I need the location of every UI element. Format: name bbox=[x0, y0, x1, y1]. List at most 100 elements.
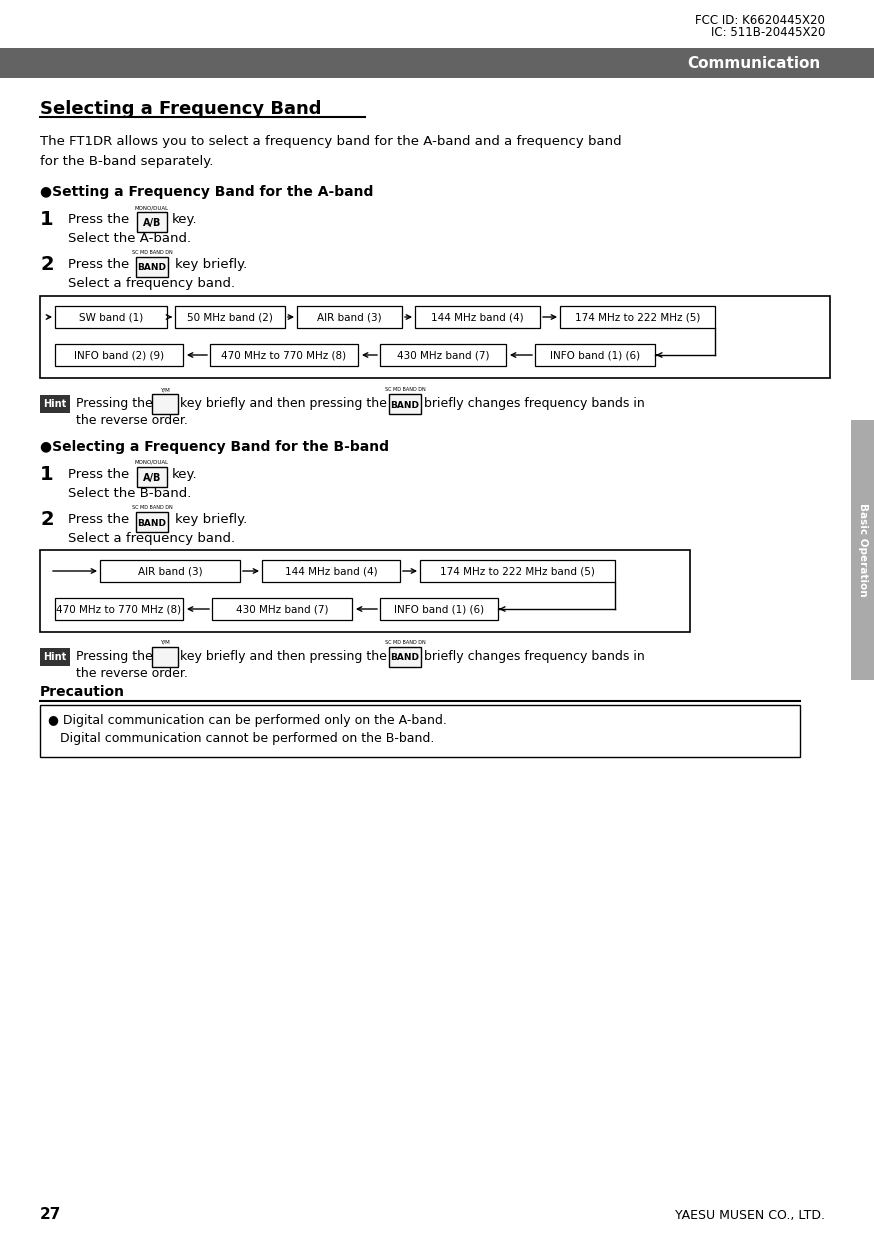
Text: BAND: BAND bbox=[391, 401, 420, 410]
Text: IC: 511B-20445X20: IC: 511B-20445X20 bbox=[711, 26, 825, 38]
Text: Select the B-band.: Select the B-band. bbox=[68, 486, 191, 500]
Text: briefly changes frequency bands in: briefly changes frequency bands in bbox=[424, 650, 645, 663]
Text: Hint: Hint bbox=[44, 400, 66, 410]
Text: 470 MHz to 770 MHz (8): 470 MHz to 770 MHz (8) bbox=[57, 604, 182, 614]
Text: Select a frequency band.: Select a frequency band. bbox=[68, 277, 235, 290]
Text: YAESU MUSEN CO., LTD.: YAESU MUSEN CO., LTD. bbox=[675, 1209, 825, 1222]
Text: SC MD BAND DN: SC MD BAND DN bbox=[385, 387, 426, 392]
Bar bbox=[158, 398, 172, 411]
Text: INFO band (1) (6): INFO band (1) (6) bbox=[394, 604, 484, 614]
Text: FCC ID: K6620445X20: FCC ID: K6620445X20 bbox=[695, 14, 825, 27]
Text: key briefly and then pressing the: key briefly and then pressing the bbox=[180, 650, 387, 663]
Text: Pressing the: Pressing the bbox=[76, 397, 153, 410]
Text: BAND: BAND bbox=[137, 519, 167, 527]
Bar bbox=[137, 212, 167, 232]
Text: Select the A-band.: Select the A-band. bbox=[68, 232, 191, 244]
Text: 430 MHz band (7): 430 MHz band (7) bbox=[397, 350, 489, 360]
Text: MONO/DUAL: MONO/DUAL bbox=[135, 205, 169, 210]
Text: ● Digital communication can be performed only on the A-band.: ● Digital communication can be performed… bbox=[48, 714, 447, 727]
Text: briefly changes frequency bands in: briefly changes frequency bands in bbox=[424, 397, 645, 410]
Text: Press the: Press the bbox=[68, 513, 129, 526]
Text: 1: 1 bbox=[40, 210, 53, 230]
Bar bbox=[40, 297, 830, 379]
Text: Communication: Communication bbox=[687, 56, 820, 71]
Bar bbox=[136, 257, 168, 277]
Bar bbox=[152, 393, 178, 414]
Bar bbox=[100, 560, 240, 582]
Text: the reverse order.: the reverse order. bbox=[76, 666, 188, 680]
Text: Press the: Press the bbox=[68, 213, 129, 226]
Text: Pressing the: Pressing the bbox=[76, 650, 153, 663]
Text: Press the: Press the bbox=[68, 468, 129, 482]
Text: Selecting a Frequency Band: Selecting a Frequency Band bbox=[40, 101, 322, 118]
Text: for the B-band separately.: for the B-band separately. bbox=[40, 155, 213, 168]
Bar bbox=[40, 550, 690, 632]
Text: ●Setting a Frequency Band for the A-band: ●Setting a Frequency Band for the A-band bbox=[40, 185, 373, 199]
Text: 144 MHz band (4): 144 MHz band (4) bbox=[431, 311, 524, 321]
Text: key briefly.: key briefly. bbox=[175, 258, 247, 271]
Bar bbox=[175, 307, 285, 328]
Text: BAND: BAND bbox=[391, 654, 420, 663]
Bar bbox=[40, 705, 800, 757]
Text: AIR band (3): AIR band (3) bbox=[317, 311, 382, 321]
Text: Digital communication cannot be performed on the B-band.: Digital communication cannot be performe… bbox=[48, 732, 434, 745]
Bar bbox=[212, 598, 352, 620]
Text: key briefly.: key briefly. bbox=[175, 513, 247, 526]
Text: key.: key. bbox=[172, 468, 198, 482]
Text: SC MD BAND DN: SC MD BAND DN bbox=[132, 249, 172, 254]
Bar bbox=[55, 307, 167, 328]
Text: 174 MHz to 222 MHz band (5): 174 MHz to 222 MHz band (5) bbox=[440, 566, 595, 576]
Bar bbox=[136, 513, 168, 532]
Text: 430 MHz band (7): 430 MHz band (7) bbox=[236, 604, 329, 614]
Bar bbox=[262, 560, 400, 582]
Bar bbox=[40, 648, 70, 666]
Text: Hint: Hint bbox=[44, 652, 66, 661]
Bar bbox=[420, 560, 615, 582]
Text: Y/M: Y/M bbox=[160, 387, 170, 392]
Bar bbox=[158, 652, 172, 664]
Text: Press the: Press the bbox=[68, 258, 129, 271]
Text: 174 MHz to 222 MHz (5): 174 MHz to 222 MHz (5) bbox=[575, 311, 700, 321]
Text: INFO band (2) (9): INFO band (2) (9) bbox=[74, 350, 164, 360]
Bar bbox=[389, 393, 421, 414]
Text: the reverse order.: the reverse order. bbox=[76, 414, 188, 427]
Text: A/B: A/B bbox=[142, 218, 161, 228]
Text: 2: 2 bbox=[40, 254, 53, 274]
Text: 27: 27 bbox=[40, 1207, 61, 1222]
Text: BAND: BAND bbox=[137, 263, 167, 273]
Text: 2: 2 bbox=[40, 510, 53, 529]
Text: 1: 1 bbox=[40, 465, 53, 484]
Text: 50 MHz band (2): 50 MHz band (2) bbox=[187, 311, 273, 321]
Text: The FT1DR allows you to select a frequency band for the A-band and a frequency b: The FT1DR allows you to select a frequen… bbox=[40, 135, 621, 148]
Text: Precaution: Precaution bbox=[40, 685, 125, 699]
Text: A/B: A/B bbox=[142, 473, 161, 483]
Bar bbox=[380, 344, 506, 366]
Text: key.: key. bbox=[172, 213, 198, 226]
Text: SC MD BAND DN: SC MD BAND DN bbox=[385, 640, 426, 645]
Bar bbox=[152, 647, 178, 666]
Text: key briefly and then pressing the: key briefly and then pressing the bbox=[180, 397, 387, 410]
Bar bbox=[415, 307, 540, 328]
Bar bbox=[297, 307, 402, 328]
Bar bbox=[40, 395, 70, 413]
Bar bbox=[560, 307, 715, 328]
Bar bbox=[55, 344, 183, 366]
Text: SW band (1): SW band (1) bbox=[79, 311, 143, 321]
Text: Y/M: Y/M bbox=[160, 640, 170, 645]
Text: Basic Operation: Basic Operation bbox=[857, 503, 868, 597]
Text: Select a frequency band.: Select a frequency band. bbox=[68, 532, 235, 545]
Bar bbox=[535, 344, 655, 366]
Bar bbox=[851, 419, 874, 680]
Text: SC MD BAND DN: SC MD BAND DN bbox=[132, 505, 172, 510]
Text: ●Selecting a Frequency Band for the B-band: ●Selecting a Frequency Band for the B-ba… bbox=[40, 441, 389, 454]
Bar bbox=[389, 647, 421, 666]
Text: 470 MHz to 770 MHz (8): 470 MHz to 770 MHz (8) bbox=[221, 350, 347, 360]
Bar bbox=[137, 467, 167, 486]
Bar bbox=[0, 48, 874, 78]
Bar bbox=[55, 598, 183, 620]
Bar bbox=[210, 344, 358, 366]
Text: AIR band (3): AIR band (3) bbox=[138, 566, 202, 576]
Text: 144 MHz band (4): 144 MHz band (4) bbox=[285, 566, 378, 576]
Text: MONO/DUAL: MONO/DUAL bbox=[135, 460, 169, 465]
Bar bbox=[380, 598, 498, 620]
